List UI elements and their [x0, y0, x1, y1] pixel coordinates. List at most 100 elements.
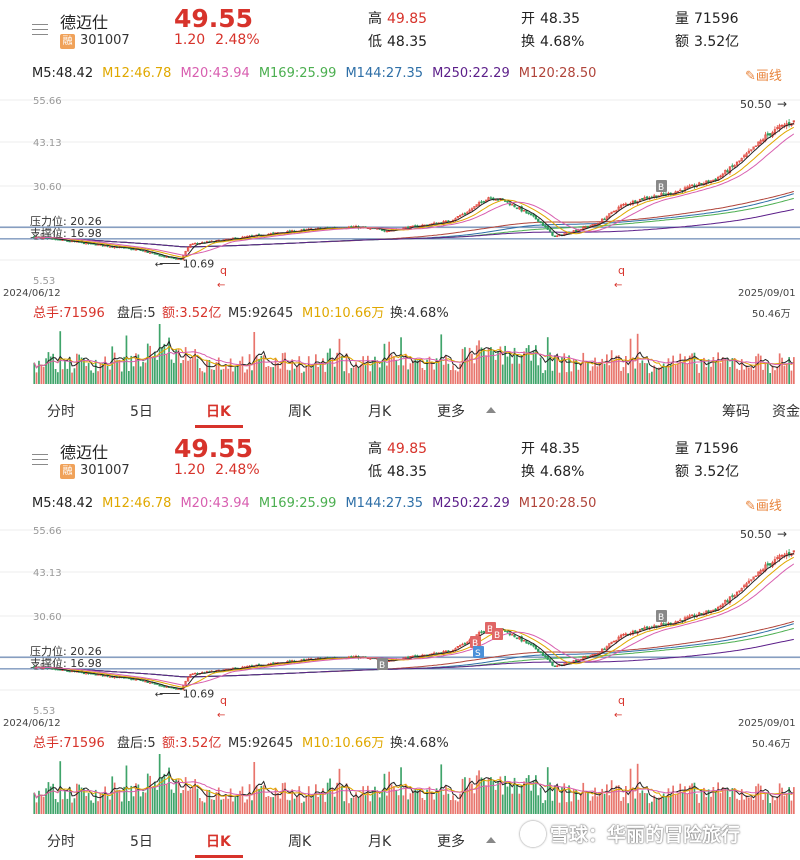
candle-body [593, 224, 597, 226]
volume-bar [698, 802, 700, 814]
candle-body [194, 673, 197, 675]
candle-body [641, 628, 644, 630]
volume-bar [236, 366, 239, 384]
volume-bar [755, 356, 757, 384]
date-end-label: 2025/09/01 [738, 718, 796, 729]
volume-bar [627, 803, 629, 814]
tab-more[interactable]: 更多 [437, 834, 465, 850]
volume-bar [651, 801, 653, 814]
candle-body [477, 632, 481, 636]
volume-bar [516, 784, 518, 814]
tab-daily-k[interactable]: 日K [206, 404, 231, 420]
candle-body [787, 552, 791, 555]
volume-bar [736, 368, 738, 384]
tab-chips[interactable]: 筹码 [722, 404, 750, 420]
volume-bar [722, 787, 724, 814]
candle-body [511, 634, 514, 636]
menu-icon[interactable] [32, 454, 48, 466]
volume-bar [513, 347, 516, 384]
tab-monthly-k[interactable]: 月K [368, 404, 392, 420]
y-tick-label: 43.13 [33, 568, 62, 579]
volume-bar [445, 786, 447, 814]
volume-bar [139, 366, 142, 384]
volume-bar [686, 363, 689, 384]
volume-bar [173, 792, 175, 814]
volume-bar [158, 324, 161, 384]
volume-bar [64, 361, 66, 384]
candle-body [608, 643, 611, 648]
volume-bar [222, 368, 225, 384]
candle-body [482, 631, 486, 633]
volume-bar [352, 367, 355, 384]
volume-bar [404, 783, 407, 814]
volume-bar [400, 337, 402, 384]
change-value: 1.20 [174, 462, 206, 478]
ma5-label: M5:48.42 [32, 496, 94, 511]
candle-body [537, 218, 540, 222]
tab-weekly-k[interactable]: 周K [288, 404, 312, 420]
tab-5day[interactable]: 5日 [130, 834, 153, 850]
volume-bar [447, 793, 450, 814]
tab-monthly-k[interactable]: 月K [368, 834, 392, 850]
volume-bar [288, 370, 291, 384]
volume-bar [539, 787, 542, 814]
volume-bar [196, 358, 199, 384]
candle-body [750, 149, 753, 151]
volume-bar [270, 367, 272, 384]
open-value: 48.35 [540, 441, 581, 457]
volume-bar [395, 790, 398, 814]
volume-bar [679, 783, 682, 814]
candle-body [740, 588, 743, 591]
candle-body [130, 248, 133, 250]
volume-bar [388, 341, 390, 384]
chevron-up-icon[interactable] [486, 407, 496, 413]
volume-bar [445, 356, 447, 384]
volume-bar [634, 368, 637, 384]
volume-bar [341, 355, 343, 384]
ma-legend: M5:48.42 M12:46.78 M20:43.94 M169:25.99 M144… [32, 66, 605, 81]
volume-bar [54, 369, 57, 384]
volume-bar [144, 362, 147, 384]
chevron-up-icon[interactable] [486, 837, 496, 843]
volume-bar [681, 792, 684, 814]
tab-intraday[interactable]: 分时 [47, 404, 75, 420]
volume-bar [669, 364, 672, 384]
volume-bar [274, 357, 277, 384]
volume-bar [580, 364, 582, 384]
volume-bar [655, 798, 658, 814]
q-arrow-icon: ← [217, 710, 225, 721]
volume-bar [483, 348, 485, 384]
draw-line-button[interactable]: ✎画线 [745, 499, 782, 514]
high-stat: 高 49.85 [368, 8, 427, 28]
volume-bar [208, 790, 211, 814]
tab-weekly-k[interactable]: 周K [288, 834, 312, 850]
volume-bar [535, 775, 537, 814]
volume-bar [400, 767, 402, 814]
draw-line-button[interactable]: ✎画线 [745, 69, 782, 84]
volume-bar [430, 361, 433, 384]
menu-icon[interactable] [32, 24, 48, 36]
low-annotation: 10.69 [183, 687, 215, 700]
volume-bar [326, 782, 329, 814]
candle-body [662, 193, 665, 195]
tab-capital[interactable]: 资金 [772, 404, 800, 420]
volume-bar [468, 777, 471, 814]
volume-bar [535, 345, 537, 384]
volume-bar [788, 787, 790, 814]
ma12-label: M12:46.78 [102, 66, 172, 81]
volume-bar [83, 788, 85, 814]
volume-bar [688, 785, 691, 814]
tab-more[interactable]: 更多 [437, 404, 465, 420]
volume-bar [700, 790, 703, 814]
volume-bar [215, 792, 218, 814]
tab-intraday[interactable]: 分时 [47, 834, 75, 850]
volume-bar [530, 360, 532, 384]
volume-bar [591, 366, 594, 384]
candle-body [548, 659, 552, 662]
tab-5day[interactable]: 5日 [130, 404, 153, 420]
volume-bar [426, 359, 428, 384]
tab-daily-k[interactable]: 日K [206, 834, 231, 850]
volume-bar [130, 355, 133, 384]
